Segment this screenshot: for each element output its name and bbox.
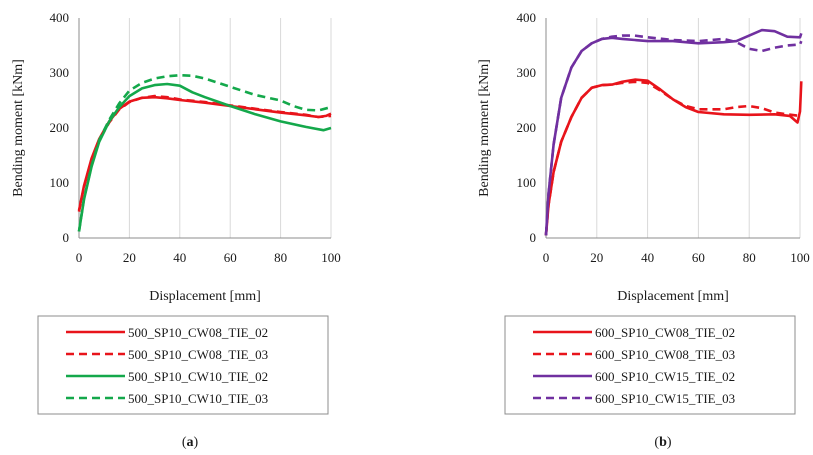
y-tick-label: 300: [517, 65, 537, 80]
legend-entry: 600_SP10_CW15_TIE_03: [595, 391, 735, 406]
y-tick-label: 400: [517, 10, 537, 25]
legend-entry: 600_SP10_CW08_TIE_03: [595, 347, 735, 362]
panel-caption: (a): [182, 435, 199, 450]
series-line-600_SP10_CW15_TIE_03: [544, 34, 803, 236]
caption-letter: a: [187, 435, 194, 450]
x-tick-label: 80: [743, 250, 756, 265]
y-axis-label: Bending moment [kNm]: [11, 59, 26, 197]
legend-entry: 500_SP10_CW08_TIE_03: [128, 347, 268, 362]
legend-entry: 600_SP10_CW15_TIE_02: [595, 369, 735, 384]
y-tick-label: 0: [530, 230, 537, 245]
series-line-500_SP10_CW10_TIE_03: [77, 73, 332, 232]
x-axis-label: Displacement [mm]: [149, 289, 261, 304]
x-tick-label: 100: [790, 250, 810, 265]
chart-panel-a: 0 20 40 60 80 100 0 100 200 300 400 Displacement [m…: [11, 10, 341, 450]
caption-close: ): [667, 435, 672, 450]
x-axis-label: Displacement [mm]: [617, 289, 729, 304]
legend-entry: 500_SP10_CW10_TIE_02: [128, 369, 268, 384]
y-tick-label: 0: [63, 230, 70, 245]
x-tick-label: 100: [321, 250, 341, 265]
panel-caption: (b): [654, 435, 671, 450]
legend-entry: 600_SP10_CW08_TIE_02: [595, 325, 735, 340]
series-line-500_SP10_CW08_TIE_03: [77, 94, 332, 212]
y-axis-label: Bending moment [kNm]: [477, 59, 492, 197]
y-tick-label: 100: [50, 175, 70, 190]
x-tick-label: 80: [274, 250, 287, 265]
legend-entry: 500_SP10_CW10_TIE_03: [128, 391, 268, 406]
x-tick-label: 40: [641, 250, 654, 265]
y-tick-label: 200: [517, 120, 537, 135]
y-tick-label: 100: [517, 175, 537, 190]
x-tick-label: 20: [123, 250, 136, 265]
series-line-600_SP10_CW08_TIE_03: [544, 80, 801, 236]
series-line-600_SP10_CW15_TIE_02: [544, 28, 803, 236]
caption-letter: b: [659, 435, 667, 450]
x-tick-label: 20: [590, 250, 603, 265]
caption-open: (: [654, 435, 659, 450]
x-tick-label: 0: [543, 250, 550, 265]
series-line-600_SP10_CW08_TIE_02: [544, 78, 803, 236]
y-tick-label: 400: [50, 10, 70, 25]
legend-entry: 500_SP10_CW08_TIE_02: [128, 325, 268, 340]
x-tick-label: 60: [692, 250, 705, 265]
caption-open: (: [182, 435, 187, 450]
y-tick-label: 200: [50, 120, 70, 135]
chart-panel-b: 0 20 40 60 80 100 0 100 200 300 400 Displacement [m…: [477, 10, 810, 450]
x-tick-label: 40: [173, 250, 186, 265]
caption-close: ): [194, 435, 199, 450]
y-tick-label: 300: [50, 65, 70, 80]
x-tick-label: 60: [224, 250, 237, 265]
x-tick-label: 0: [76, 250, 83, 265]
